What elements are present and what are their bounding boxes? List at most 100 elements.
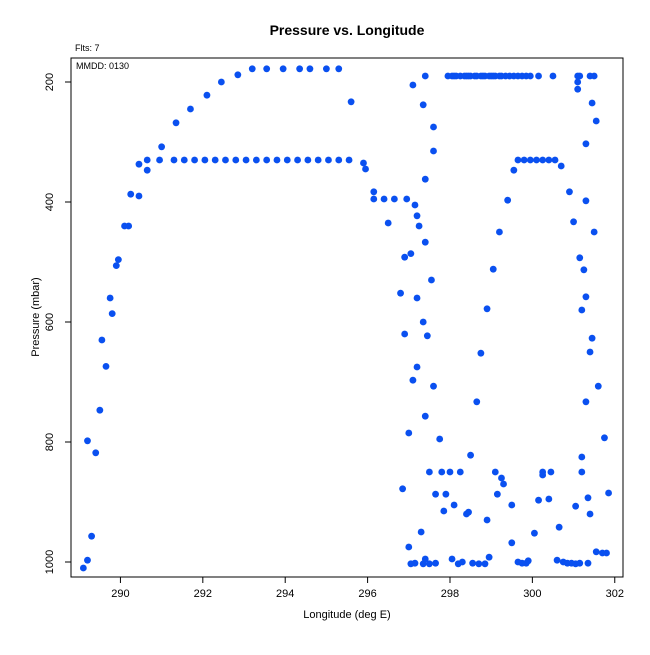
data-point xyxy=(362,165,369,173)
data-point xyxy=(304,156,312,164)
data-point xyxy=(531,529,538,537)
data-point xyxy=(263,156,271,164)
data-point xyxy=(469,559,477,567)
data-point xyxy=(79,564,87,572)
data-point xyxy=(187,105,194,113)
data-point xyxy=(582,293,590,301)
data-point xyxy=(473,398,481,406)
data-point xyxy=(582,398,590,406)
data-point xyxy=(592,548,600,556)
data-point xyxy=(450,501,458,509)
data-point xyxy=(263,65,271,73)
plot-frame xyxy=(70,57,624,578)
data-point xyxy=(496,228,503,236)
data-point xyxy=(279,65,287,73)
data-point xyxy=(180,156,188,164)
data-point xyxy=(551,156,559,164)
data-point xyxy=(419,318,427,326)
data-point xyxy=(549,72,557,80)
data-point xyxy=(421,238,429,246)
data-point xyxy=(92,449,100,457)
x-axis: 290 292 294 296 298 300 302 xyxy=(111,577,624,600)
data-point xyxy=(405,543,413,551)
data-point xyxy=(283,156,291,164)
data-point xyxy=(533,156,540,164)
data-point xyxy=(390,195,398,203)
data-point xyxy=(96,406,104,414)
data-point xyxy=(526,72,534,80)
data-point xyxy=(425,560,433,568)
x-tick-label: 294 xyxy=(276,588,294,600)
data-point xyxy=(135,192,143,200)
data-point xyxy=(526,156,534,164)
data-point xyxy=(582,140,590,148)
data-point xyxy=(127,190,135,198)
data-point xyxy=(203,91,211,99)
y-tick-label: 600 xyxy=(44,313,56,331)
data-point xyxy=(442,490,450,498)
data-point xyxy=(485,553,493,561)
data-point xyxy=(380,195,388,203)
data-point xyxy=(432,559,439,567)
data-point xyxy=(489,265,497,273)
data-point xyxy=(477,349,485,357)
chart-title: Pressure vs. Longitude xyxy=(270,22,425,38)
data-point xyxy=(535,72,542,80)
data-point xyxy=(135,160,143,168)
data-point xyxy=(252,156,260,164)
data-point xyxy=(510,166,518,174)
data-point xyxy=(413,212,421,220)
data-point xyxy=(493,490,501,498)
data-point xyxy=(425,468,433,476)
y-tick-label: 800 xyxy=(44,433,56,451)
data-point xyxy=(417,528,425,536)
data-point xyxy=(114,256,122,263)
data-point xyxy=(586,348,594,356)
data-point xyxy=(156,156,163,164)
x-tick-label: 290 xyxy=(111,588,129,600)
data-point xyxy=(594,382,602,390)
data-point xyxy=(578,306,586,314)
data-point xyxy=(370,195,378,203)
data-point xyxy=(143,166,151,174)
data-point xyxy=(539,156,547,164)
data-point xyxy=(347,98,355,106)
data-point xyxy=(547,468,555,476)
data-point xyxy=(106,294,114,302)
data-point xyxy=(413,294,421,302)
data-point xyxy=(405,429,413,437)
x-tick-label: 298 xyxy=(441,588,459,600)
data-point xyxy=(498,474,505,482)
data-point xyxy=(401,253,409,261)
data-point xyxy=(98,336,106,344)
y-axis: 200 400 600 800 1000 xyxy=(44,73,71,574)
data-point xyxy=(467,451,474,459)
data-point xyxy=(436,435,444,443)
data-point xyxy=(481,560,489,568)
data-point xyxy=(397,289,404,297)
data-point xyxy=(409,81,417,89)
data-point xyxy=(112,262,120,269)
x-tick-label: 292 xyxy=(194,588,212,600)
data-point xyxy=(108,310,116,317)
data-point xyxy=(399,485,407,493)
data-point xyxy=(520,156,528,164)
x-tick-label: 296 xyxy=(358,588,376,600)
data-point xyxy=(84,437,91,445)
x-axis-label: Longitude (deg E) xyxy=(303,609,390,621)
data-point xyxy=(370,188,378,196)
annotation-flights: Flts: 7 xyxy=(75,43,100,53)
data-point xyxy=(458,558,466,566)
data-point xyxy=(411,201,419,209)
data-point xyxy=(570,218,577,226)
data-point xyxy=(423,332,431,340)
data-point xyxy=(421,555,429,563)
data-point xyxy=(483,305,491,313)
data-point xyxy=(407,250,415,257)
data-point xyxy=(456,468,464,476)
data-point xyxy=(143,156,151,164)
data-point xyxy=(409,376,417,384)
data-point xyxy=(491,468,499,476)
data-point xyxy=(384,219,392,227)
